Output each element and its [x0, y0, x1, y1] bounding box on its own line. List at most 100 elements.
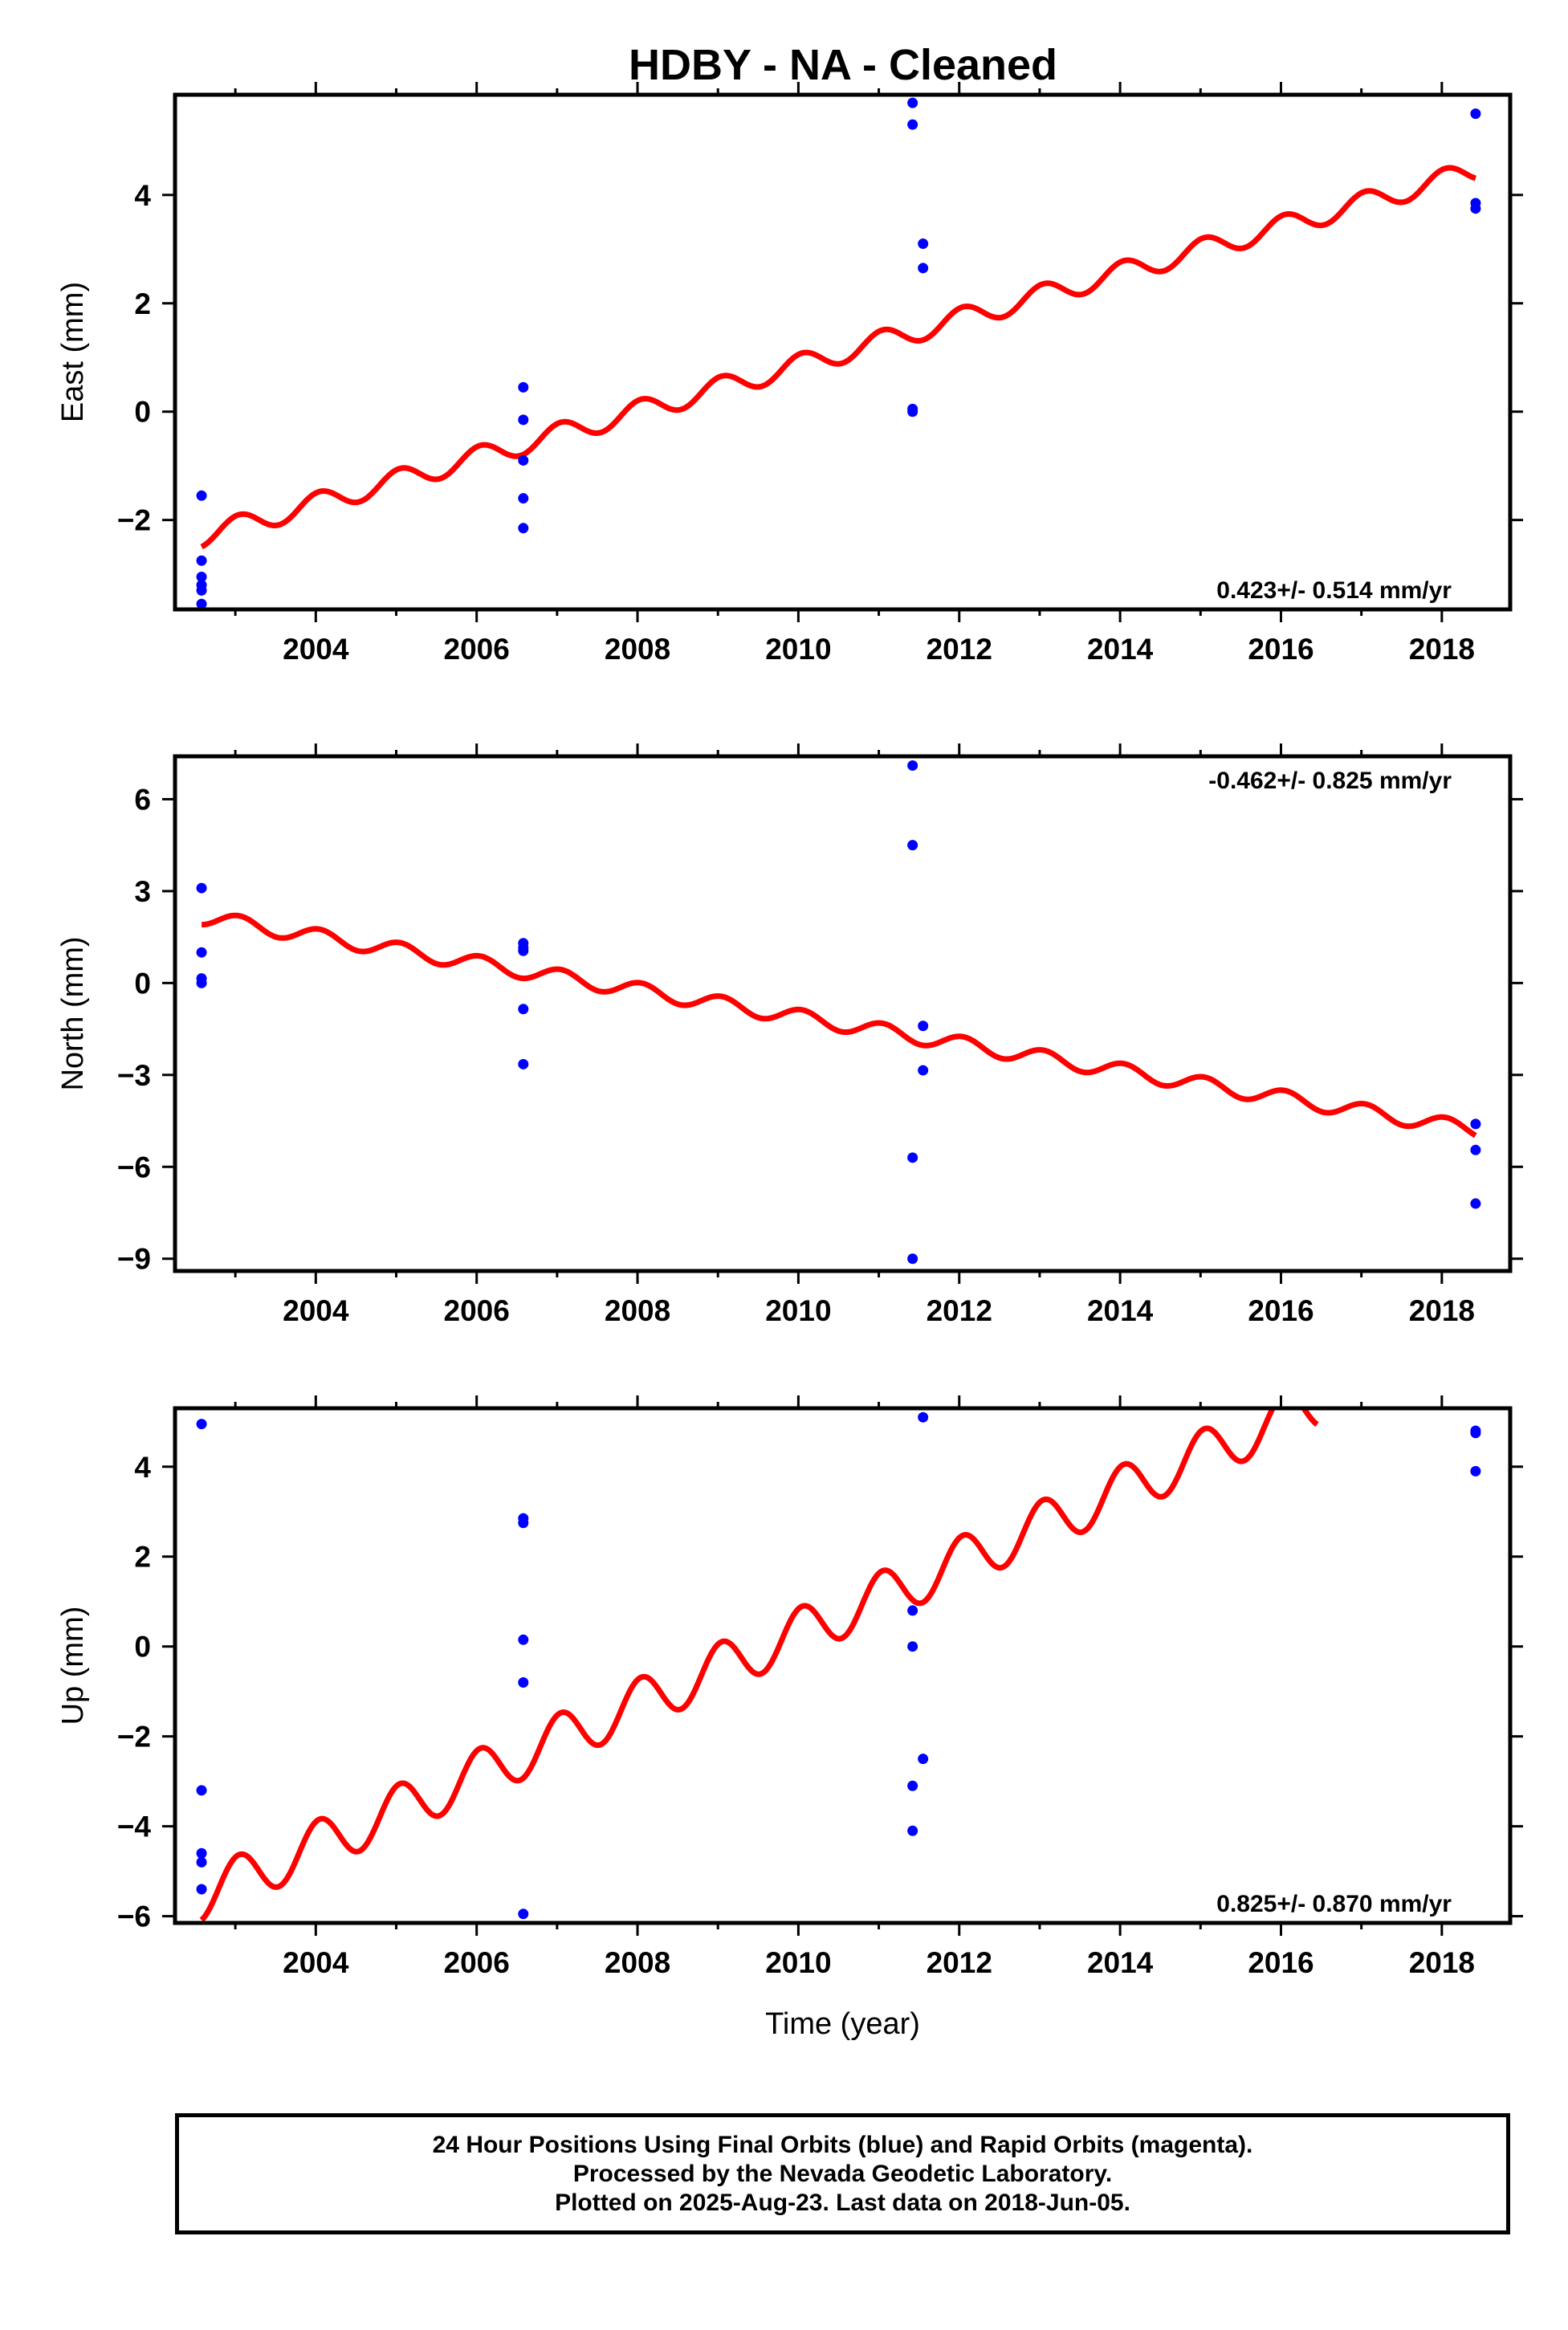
north-data-point [518, 1058, 529, 1069]
east-y-tick-label: 2 [134, 287, 151, 320]
north-y-tick-label: −6 [117, 1151, 151, 1183]
east-y-tick-label: 4 [134, 179, 151, 212]
east-x-tick-label: 2018 [1409, 633, 1475, 666]
east-data-point [518, 414, 529, 426]
up-y-tick-label: −6 [117, 1900, 151, 1933]
east-data-point [196, 572, 207, 583]
east-x-tick-label: 2004 [283, 633, 349, 666]
up-x-tick-label: 2004 [283, 1946, 349, 1979]
up-y-tick-label: 4 [134, 1451, 151, 1484]
up-x-tick-label: 2014 [1087, 1946, 1154, 1979]
up-x-tick-label: 2006 [444, 1946, 510, 1979]
east-data-point [907, 97, 918, 108]
east-y-axis-label: East (mm) [56, 282, 90, 422]
north-y-tick-label: −3 [117, 1059, 151, 1092]
up-data-point [196, 1419, 207, 1430]
north-x-tick-label: 2016 [1248, 1294, 1313, 1327]
up-x-tick-label: 2018 [1409, 1946, 1475, 1979]
north-data-point [918, 1020, 929, 1032]
north-data-point [196, 882, 207, 894]
up-data-point [196, 1884, 207, 1895]
north-data-point [907, 840, 918, 851]
up-data-point [1470, 1465, 1481, 1477]
footer-box: 24 Hour Positions Using Final Orbits (bl… [175, 2113, 1510, 2234]
north-data-point [1470, 1144, 1481, 1155]
east-x-tick-label: 2012 [927, 633, 992, 666]
east-y-tick-label: −2 [117, 504, 151, 537]
chart-title: HDBY - NA - Cleaned [629, 41, 1057, 89]
north-x-tick-label: 2004 [283, 1294, 349, 1327]
up-y-tick-label: −2 [117, 1721, 151, 1754]
north-rate-label: -0.462+/- 0.825 mm/yr [1208, 768, 1452, 794]
up-data-point [918, 1754, 929, 1765]
east-data-point [907, 406, 918, 418]
north-y-tick-label: 6 [134, 783, 151, 816]
north-frame [173, 754, 1513, 1273]
up-model-line [199, 1408, 1320, 1922]
east-y-tick-label: 0 [134, 396, 151, 429]
north-data-point [1470, 1118, 1481, 1130]
east-data-point [918, 238, 929, 250]
up-x-axis-label: Time (year) [765, 2007, 920, 2041]
east-data-point [518, 523, 529, 534]
east-data-point [1470, 108, 1481, 120]
up-data-point [518, 1676, 529, 1688]
east-data-point [196, 598, 207, 609]
north-data-point [918, 1065, 929, 1076]
north-model-line [199, 912, 1478, 1139]
north-data-point [518, 1004, 529, 1015]
up-data-point [907, 1641, 918, 1652]
east-panel: 2004 2006 2008 2010 2012 2014 2016 2018 −2 0 2 4 Eas… [56, 82, 1523, 666]
up-x-tick-label: 2012 [927, 1946, 992, 1979]
north-data-point [907, 760, 918, 771]
up-y-tick-label: −4 [117, 1811, 152, 1843]
north-data-point [907, 1152, 918, 1163]
up-y-axis-label: Up (mm) [56, 1607, 90, 1725]
footer-line-2: Processed by the Nevada Geodetic Laborat… [572, 2160, 1113, 2187]
up-rate-label: 0.825+/- 0.870 mm/yr [1216, 1891, 1452, 1917]
east-x-tick-label: 2008 [605, 633, 670, 666]
north-panel: 2004 2006 2008 2010 2012 2014 2016 2018 −9 −6 −3 0 3… [56, 743, 1523, 1327]
footer-line-3: Plotted on 2025-Aug-23. Last data on 201… [555, 2189, 1130, 2216]
north-y-tick-label: 3 [134, 875, 151, 908]
up-data-point [1470, 1428, 1481, 1439]
north-x-tick-label: 2008 [605, 1294, 670, 1327]
up-y-tick-label: 0 [134, 1631, 151, 1664]
east-data-point [196, 585, 207, 596]
east-data-point [196, 490, 207, 501]
up-data-point [196, 1856, 207, 1868]
north-y-tick-label: 0 [134, 967, 151, 1000]
up-data-point [518, 1517, 529, 1529]
east-rate-label: 0.423+/- 0.514 mm/yr [1216, 577, 1452, 604]
east-x-tick-label: 2010 [765, 633, 831, 666]
up-data-point [907, 1825, 918, 1836]
east-data-point [907, 119, 918, 130]
north-x-tick-label: 2010 [765, 1294, 831, 1327]
north-x-tick-label: 2006 [444, 1294, 510, 1327]
footer-line-1: 24 Hour Positions Using Final Orbits (bl… [432, 2131, 1253, 2158]
up-data-point [907, 1780, 918, 1791]
north-y-tick-label: −9 [117, 1243, 151, 1276]
north-data-point [196, 977, 207, 988]
up-data-point [196, 1847, 207, 1859]
up-panel: 2004 2006 2008 2010 2012 2014 2016 2018 −6 −4 −2 0 2… [56, 1395, 1523, 2041]
north-data-point [907, 1253, 918, 1265]
north-x-tick-label: 2012 [927, 1294, 992, 1327]
north-x-tick-label: 2018 [1409, 1294, 1475, 1327]
north-y-axis-label: North (mm) [56, 936, 90, 1090]
east-data-point [518, 454, 529, 466]
north-data-point [1470, 1198, 1481, 1209]
east-data-point [918, 263, 929, 274]
up-data-point [196, 1785, 207, 1796]
north-x-tick-label: 2014 [1087, 1294, 1154, 1327]
east-data-point [1470, 203, 1481, 214]
up-frame [173, 1406, 1513, 1925]
east-x-tick-label: 2016 [1248, 633, 1313, 666]
east-frame [173, 92, 1513, 612]
up-data-point [518, 1908, 529, 1920]
east-data-point [196, 555, 207, 566]
up-data-point [918, 1411, 929, 1423]
east-data-point [518, 381, 529, 393]
up-data-point [907, 1605, 918, 1616]
